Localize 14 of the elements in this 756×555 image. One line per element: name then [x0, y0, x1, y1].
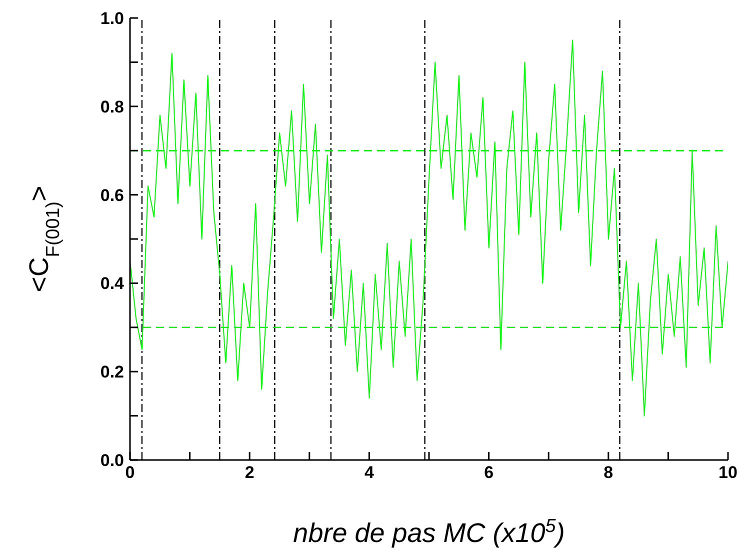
y-tick-label: 0.0 [100, 451, 124, 470]
y-tick-label: 0.2 [100, 362, 124, 382]
x-tick-label: 2 [244, 463, 254, 482]
y-tick-label: 1.0 [100, 9, 124, 28]
x-axis-title: nbre de pas MC (x10$^{5}$) [293, 516, 565, 548]
x-tick-label: 8 [604, 463, 614, 482]
x-tick-label: 0 [125, 463, 135, 482]
x-tick-label: 10 [718, 463, 738, 482]
y-tick-label: 0.4 [100, 274, 125, 294]
y-tick-label: 0.6 [100, 186, 124, 205]
y-tick-label: 0.8 [100, 97, 124, 116]
line-series [130, 40, 728, 416]
x-tick-label: 4 [364, 463, 374, 482]
x-tick-label: 6 [484, 463, 494, 482]
